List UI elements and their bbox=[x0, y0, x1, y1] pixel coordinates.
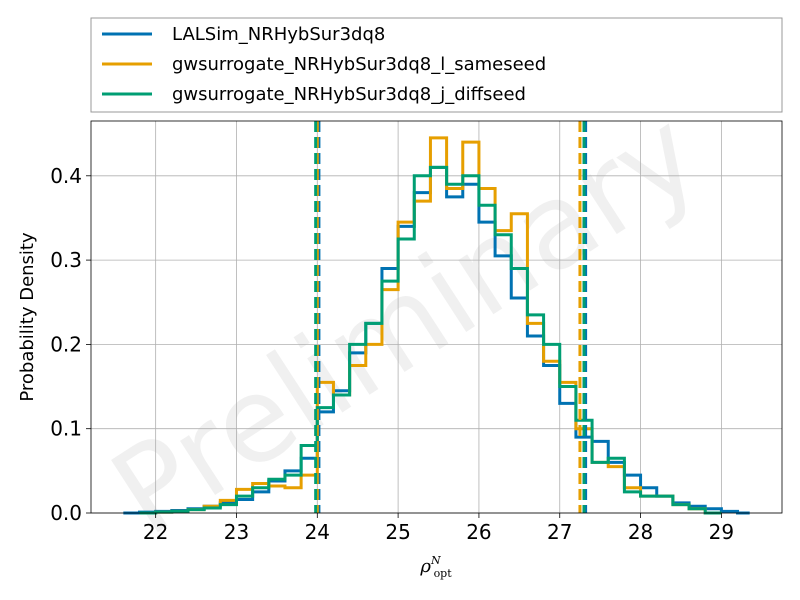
watermark-text: Preliminary bbox=[88, 83, 722, 562]
x-tick-label: 25 bbox=[385, 520, 410, 544]
y-axis-label: Probability Density bbox=[17, 232, 38, 402]
legend-label-0: LALSim_NRHybSur3dq8 bbox=[172, 24, 385, 45]
y-tick-label: 0.4 bbox=[50, 164, 82, 188]
y-tick-label: 0.2 bbox=[50, 332, 82, 356]
histogram-series-1 bbox=[139, 136, 722, 515]
histogram-series-2 bbox=[139, 165, 722, 515]
y-tick-label: 0.0 bbox=[50, 501, 82, 525]
legend-box bbox=[90, 17, 783, 113]
x-tick-label: 22 bbox=[143, 520, 168, 544]
x-tick-label: 24 bbox=[305, 520, 330, 544]
plot-area-frame bbox=[90, 120, 783, 514]
legend-label-2: gwsurrogate_NRHybSur3dq8_j_diffseed bbox=[172, 84, 526, 105]
x-tick-label: 27 bbox=[547, 520, 572, 544]
x-tick-label: 26 bbox=[466, 520, 491, 544]
x-tick-label: 29 bbox=[709, 520, 734, 544]
x-axis-label: ρN opt bbox=[419, 554, 452, 580]
y-tick-label: 0.1 bbox=[50, 417, 82, 441]
x-tick-label: 23 bbox=[224, 520, 249, 544]
x-tick-label: 28 bbox=[628, 520, 653, 544]
legend-label-1: gwsurrogate_NRHybSur3dq8_l_sameseed bbox=[172, 54, 546, 75]
y-tick-label: 0.3 bbox=[50, 248, 82, 272]
